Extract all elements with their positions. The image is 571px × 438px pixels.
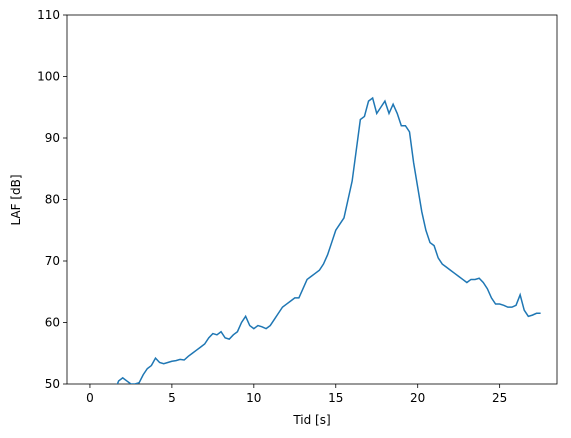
y-tick-label: 70 xyxy=(45,254,60,268)
x-axis-label: Tid [s] xyxy=(292,413,330,427)
y-tick-label: 100 xyxy=(37,70,60,84)
y-tick-label: 80 xyxy=(45,193,60,207)
y-tick-label: 60 xyxy=(45,316,60,330)
x-tick-label: 0 xyxy=(86,391,94,405)
y-axis-label: LAF [dB] xyxy=(9,174,23,225)
y-tick-label: 50 xyxy=(45,377,60,391)
x-tick-label: 5 xyxy=(168,391,176,405)
y-tick-label: 90 xyxy=(45,131,60,145)
x-tick-label: 25 xyxy=(492,391,507,405)
x-tick-label: 15 xyxy=(328,391,343,405)
plot-frame xyxy=(66,14,558,385)
line-series xyxy=(116,96,541,384)
x-tick-label: 10 xyxy=(246,391,261,405)
x-tick-label: 20 xyxy=(410,391,425,405)
y-tick-label: 110 xyxy=(37,8,60,22)
